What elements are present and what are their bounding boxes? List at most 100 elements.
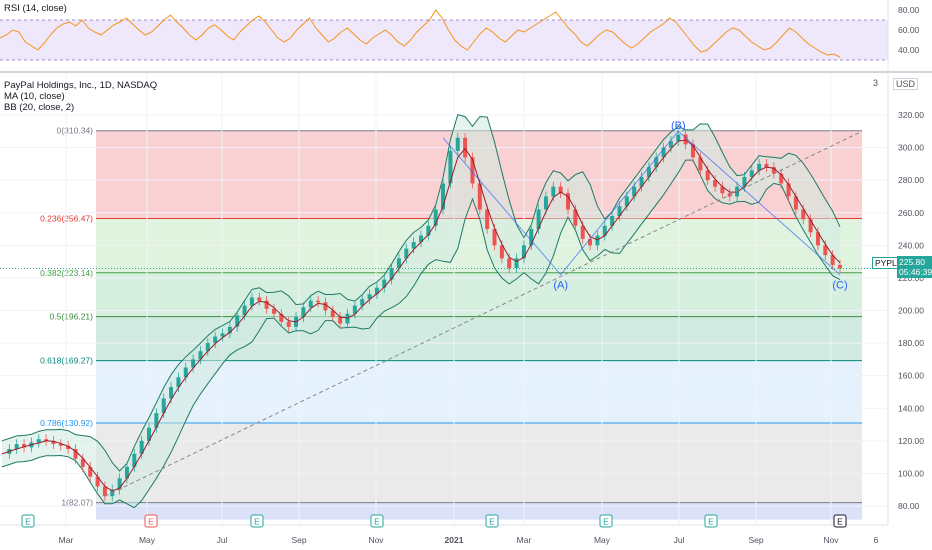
wave-label-1: (B): [671, 120, 686, 132]
candle-body: [396, 258, 401, 269]
candle-body: [242, 305, 247, 316]
earnings-e-icon[interactable]: E: [599, 514, 613, 528]
candle-body: [73, 448, 78, 459]
candle-body: [411, 242, 416, 249]
main-legend[interactable]: PayPal Holdings, Inc., 1D, NASDAQ MA (10…: [4, 80, 157, 113]
candle-body: [345, 313, 350, 324]
candle-body: [227, 326, 232, 334]
earnings-selected-e-icon[interactable]: E: [833, 514, 847, 528]
candle-body: [808, 219, 813, 233]
earnings-upcoming-e-icon[interactable]: E: [144, 514, 158, 528]
bar-countdown: 05:46:39: [899, 267, 932, 277]
earnings-e-icon-frame: [250, 514, 264, 528]
earnings-e-icon[interactable]: E: [370, 514, 384, 528]
candle-body: [36, 439, 41, 443]
earnings-e-icon[interactable]: E: [250, 514, 264, 528]
candle-body: [448, 150, 453, 184]
candle-body: [95, 476, 100, 487]
candle-body: [257, 297, 262, 301]
earnings-e-icon-glyph: E: [254, 517, 260, 527]
candle-body: [588, 238, 593, 246]
candle-body: [757, 163, 762, 171]
chart-title: PayPal Holdings, Inc., 1D, NASDAQ: [4, 80, 158, 91]
earnings-e-icon[interactable]: E: [704, 514, 718, 528]
bb-legend[interactable]: BB (20, close, 2): [4, 102, 75, 113]
earnings-upcoming-e-icon-glyph: E: [148, 517, 154, 527]
candle-body: [602, 225, 607, 236]
ticker-badge: PYPL: [872, 257, 900, 269]
trend-lines-layer: [104, 130, 863, 497]
fib-label-0.382: 0.382(223.14): [40, 268, 93, 278]
earnings-e-icon-frame: [370, 514, 384, 528]
price-tick-label: 260.00: [898, 208, 924, 218]
candle-body: [654, 157, 659, 168]
earnings-e-icon-glyph: E: [374, 517, 380, 527]
price-tick-label: 80.00: [898, 501, 920, 511]
fib-label-0.236: 0.236(256.47): [40, 214, 93, 224]
candle-body: [154, 413, 159, 428]
earnings-e-icon-frame: [704, 514, 718, 528]
candle-body: [507, 258, 512, 269]
candle-body: [264, 300, 269, 309]
rsi-tick-label: 80.00: [898, 5, 920, 15]
candle-body: [58, 444, 63, 446]
candle-body: [382, 279, 387, 288]
candle-body: [455, 137, 460, 151]
candle-body: [823, 245, 828, 256]
time-tick-label: Nov: [823, 535, 839, 545]
candle-body: [102, 486, 107, 497]
last-price-value: 225.80: [899, 257, 925, 267]
candle-body: [330, 310, 335, 318]
candle-body: [676, 134, 681, 142]
dashed-trendline: [104, 130, 863, 497]
earnings-e-icon[interactable]: E: [485, 514, 499, 528]
candle-body: [558, 186, 563, 194]
earnings-e-icon-frame: [21, 514, 35, 528]
candle-body: [367, 294, 372, 300]
candle-body: [793, 196, 798, 210]
candle-body: [551, 186, 556, 197]
candle-body: [139, 440, 144, 454]
candle-body: [360, 299, 365, 306]
time-tick-label: Sep: [291, 535, 306, 545]
candle-body: [14, 444, 19, 449]
candle-body: [51, 440, 56, 445]
elliott-wave-line: [442, 130, 841, 276]
ma-legend[interactable]: MA (10, close): [4, 91, 65, 102]
price-tick-label: 200.00: [898, 306, 924, 316]
candle-body: [169, 387, 174, 399]
candle-body: [529, 229, 534, 246]
candle-body: [573, 209, 578, 226]
candle-body: [308, 300, 313, 308]
earnings-e-icon-glyph: E: [603, 517, 609, 527]
time-tick-label: May: [594, 535, 611, 545]
rsi-layer: 80.00 60.00 40.00: [0, 5, 920, 61]
fib-zone-0.786: [96, 423, 862, 503]
candle-body: [286, 321, 291, 327]
candle-body: [279, 313, 284, 322]
candle-body: [147, 427, 152, 441]
rsi-tick-label: 60.00: [898, 25, 920, 35]
candle-body: [404, 248, 409, 259]
time-tick-label: 2021: [445, 535, 464, 545]
candle-body: [477, 183, 482, 210]
currency-label[interactable]: USD: [893, 78, 919, 90]
candle-body: [639, 176, 644, 187]
rsi-line: [0, 9, 841, 58]
earnings-selected-e-icon-frame: [833, 514, 847, 528]
candle-body: [610, 216, 615, 226]
earnings-upcoming-e-icon-frame: [144, 514, 158, 528]
candle-body: [543, 196, 548, 210]
earnings-e-icon[interactable]: E: [21, 514, 35, 528]
candle-body: [771, 167, 776, 174]
price-tick-label: 280.00: [898, 175, 924, 185]
fib-label-0.786: 0.786(130.92): [40, 418, 93, 428]
time-tick-label: Mar: [59, 535, 74, 545]
candle-body: [301, 307, 306, 318]
rsi-legend[interactable]: RSI (14, close): [4, 3, 67, 14]
candle-body: [661, 147, 666, 158]
candle-body: [176, 377, 181, 388]
last-price-badge: 225.80 05:46:39: [897, 256, 932, 278]
